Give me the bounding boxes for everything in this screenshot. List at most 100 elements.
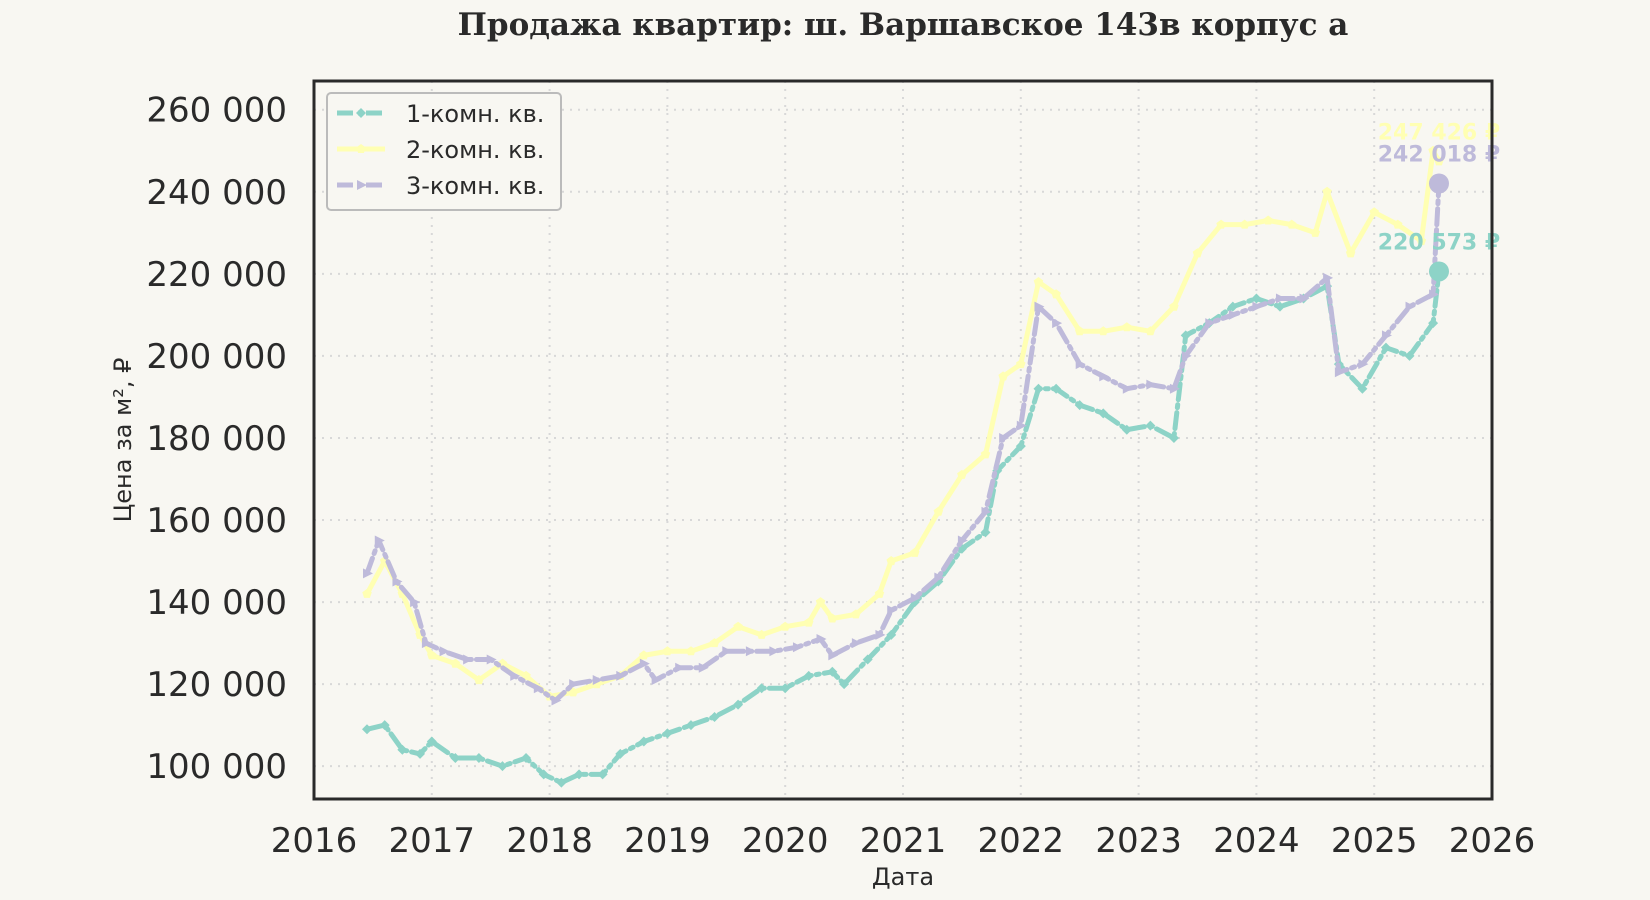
- data-point: [379, 720, 390, 731]
- data-point: [1121, 424, 1132, 435]
- data-point: [709, 638, 720, 648]
- data-point: [1428, 145, 1438, 155]
- legend-item-3-комн-кв: 3-комн. кв.: [337, 172, 544, 200]
- data-point: [1310, 227, 1321, 237]
- data-point: [1075, 359, 1086, 370]
- data-point: [792, 642, 803, 653]
- data-point: [874, 588, 885, 598]
- data-point: [1169, 301, 1179, 311]
- data-point: [362, 724, 373, 735]
- data-point: [1393, 219, 1403, 229]
- data-point: [450, 752, 461, 763]
- data-point: [780, 621, 790, 631]
- last-value-dot: [1428, 173, 1449, 194]
- y-tick-label: 180 000: [146, 419, 287, 459]
- data-point: [427, 650, 437, 660]
- y-tick-label: 200 000: [146, 337, 287, 377]
- data-point: [1051, 383, 1062, 394]
- data-point: [1274, 301, 1285, 312]
- data-point: [662, 646, 673, 656]
- legend-box: [326, 92, 562, 211]
- legend-marker: [356, 108, 366, 118]
- x-tick-label: 2025: [1331, 821, 1418, 861]
- data-point: [1033, 277, 1044, 287]
- data-point: [887, 605, 898, 616]
- data-point: [521, 670, 531, 680]
- data-point: [980, 449, 991, 459]
- data-point: [1099, 371, 1110, 382]
- legend-label: 2-комн. кв.: [406, 136, 544, 164]
- y-tick-label: 260 000: [146, 91, 287, 131]
- last-value-dot: [1428, 261, 1449, 282]
- data-point: [1205, 318, 1216, 329]
- data-point: [957, 469, 967, 479]
- data-point: [1380, 342, 1391, 353]
- data-point: [473, 752, 484, 763]
- data-point: [1323, 272, 1334, 283]
- data-point: [439, 646, 450, 657]
- data-point: [651, 675, 662, 686]
- data-point: [639, 650, 649, 660]
- data-point: [1016, 420, 1027, 431]
- data-point: [1358, 359, 1369, 370]
- data-point: [1239, 219, 1250, 229]
- x-tick-label: 2019: [624, 821, 711, 861]
- x-axis-label: Дата: [872, 863, 934, 891]
- data-point: [574, 769, 585, 780]
- data-point: [592, 675, 603, 686]
- data-point: [638, 736, 649, 747]
- data-point: [1416, 236, 1427, 246]
- y-tick-label: 240 000: [146, 173, 287, 213]
- x-tick-label: 2020: [742, 821, 829, 861]
- data-point: [981, 506, 992, 517]
- data-point: [1034, 301, 1045, 312]
- data-point: [497, 761, 508, 772]
- data-point: [538, 769, 549, 780]
- data-point: [1369, 207, 1379, 217]
- data-point: [363, 568, 374, 579]
- legend-item-2-комн-кв: 2-комн. кв.: [337, 136, 544, 164]
- data-point: [362, 588, 372, 598]
- data-point: [839, 679, 850, 690]
- last-value-label: 242 018 ₽: [1378, 142, 1500, 167]
- data-point: [698, 662, 709, 673]
- data-point: [639, 658, 650, 669]
- data-point: [1122, 322, 1132, 332]
- x-tick-label: 2021: [860, 821, 947, 861]
- plot-frame: [312, 79, 1494, 801]
- x-tick-label: 2026: [1449, 821, 1536, 861]
- data-point: [828, 650, 839, 661]
- chart-title: Продажа квартир: ш. Варшавское 143в корп…: [458, 7, 1349, 43]
- data-point: [1098, 408, 1109, 419]
- data-point: [426, 736, 437, 747]
- data-point: [421, 638, 432, 649]
- data-point: [756, 683, 767, 694]
- data-point: [686, 646, 696, 656]
- data-point: [862, 654, 873, 665]
- data-point: [769, 646, 780, 657]
- data-point: [1033, 383, 1044, 394]
- y-axis-ticks: 100 000 120 000 140 000 160 000 180 000 200 0…: [146, 91, 287, 787]
- data-point: [685, 720, 696, 731]
- data-point: [1263, 215, 1273, 225]
- data-point: [410, 597, 421, 608]
- data-point: [569, 679, 580, 690]
- data-point: [886, 556, 896, 566]
- data-point: [1181, 350, 1192, 361]
- data-point: [733, 699, 744, 710]
- data-point: [1405, 301, 1416, 312]
- data-point: [1122, 383, 1133, 394]
- data-point: [1404, 350, 1415, 361]
- data-point: [450, 658, 461, 668]
- data-point: [1345, 248, 1356, 258]
- data-point: [615, 748, 626, 759]
- legend-marker: [356, 144, 366, 153]
- data-point: [1074, 326, 1085, 336]
- data-point: [733, 621, 743, 631]
- data-point: [1015, 441, 1026, 452]
- legend-label: 3-комн. кв.: [406, 172, 544, 200]
- data-point: [886, 629, 897, 640]
- data-point: [533, 683, 544, 694]
- data-point: [1051, 289, 1061, 299]
